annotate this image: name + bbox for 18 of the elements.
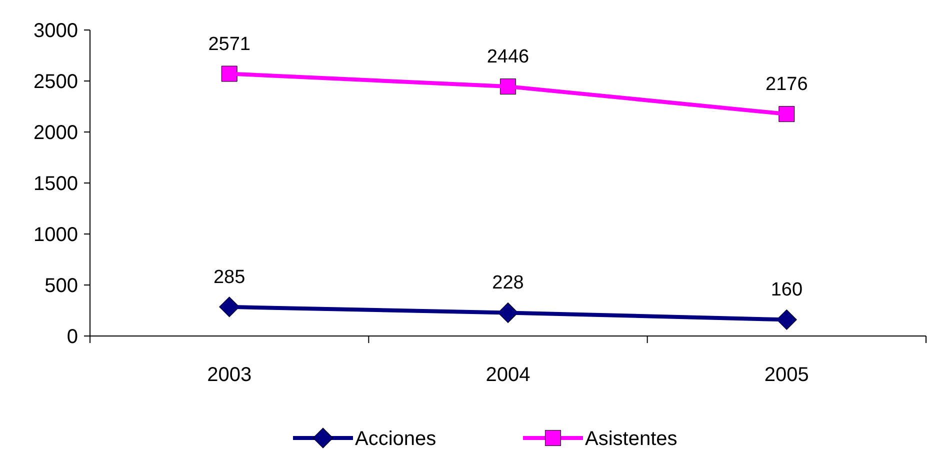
y-tick-label: 0 — [66, 326, 78, 348]
data-label: 2446 — [486, 46, 530, 68]
y-tick-label: 1000 — [34, 224, 78, 246]
legend-label: Acciones — [355, 428, 436, 450]
y-tick-label: 2000 — [34, 122, 78, 144]
y-tick-label: 2500 — [34, 71, 78, 93]
y-tick-label: 3000 — [34, 20, 78, 42]
y-tick-label: 1500 — [34, 173, 78, 195]
data-label: 285 — [213, 266, 246, 288]
data-label: 2571 — [208, 34, 250, 55]
y-tick-label: 500 — [44, 275, 78, 297]
data-label: 228 — [492, 272, 524, 294]
x-tick-label: 2004 — [486, 364, 530, 386]
x-tick-label: 2005 — [764, 364, 809, 386]
legend-label: Asistentes — [585, 428, 678, 450]
data-label: 2176 — [766, 74, 808, 96]
x-tick-label: 2003 — [207, 364, 252, 386]
data-label: 160 — [770, 280, 803, 301]
